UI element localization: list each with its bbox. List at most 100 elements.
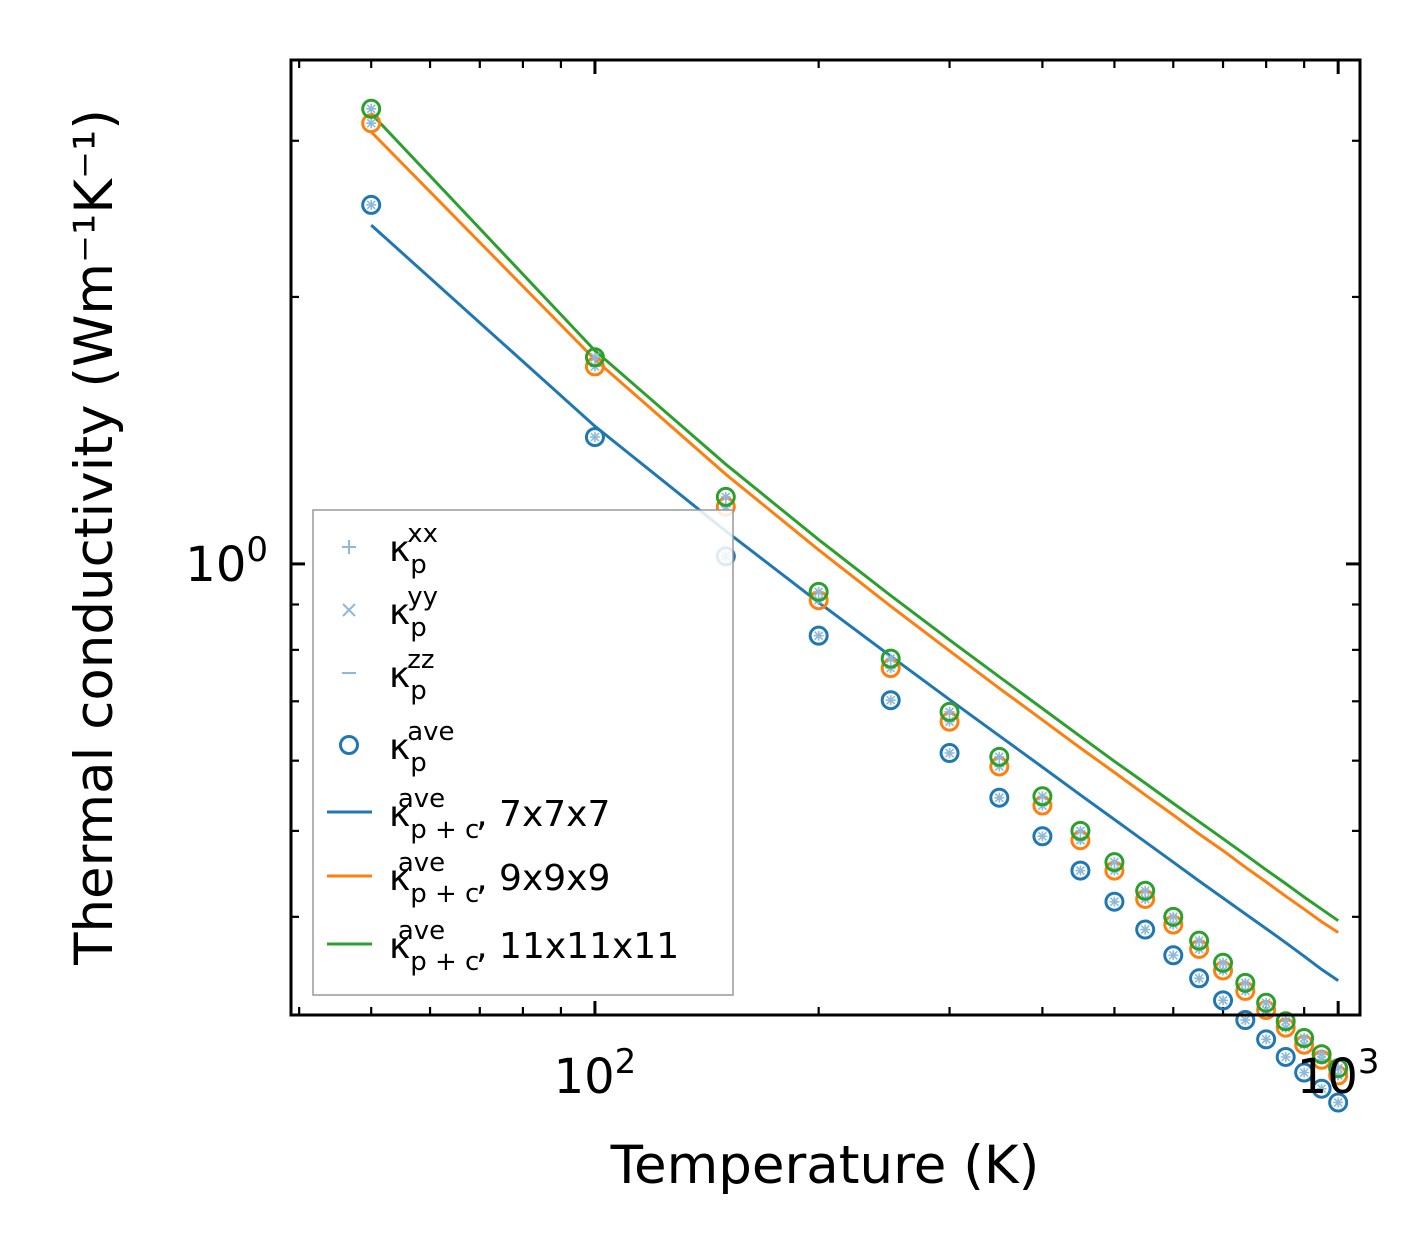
legend-label: κp + cave, 7x7x7	[389, 784, 610, 845]
kyy-marker-2	[1140, 924, 1150, 935]
data-point-7x7x7	[808, 625, 829, 646]
kave-marker	[1135, 919, 1156, 940]
kave-marker	[1032, 786, 1053, 807]
kyy-marker-2	[1333, 1063, 1343, 1073]
kave-marker	[808, 625, 829, 646]
kyy-marker-2	[1140, 886, 1150, 896]
kave-marker	[1070, 820, 1091, 841]
data-point-11x11x11	[1275, 1011, 1296, 1032]
kave-marker	[1328, 1058, 1349, 1079]
kyy-marker-2	[886, 654, 896, 664]
kyy-marker-2	[886, 695, 896, 705]
kyy-marker-2	[1194, 936, 1204, 946]
kave-marker	[1235, 972, 1256, 993]
kave-marker	[1213, 990, 1234, 1011]
data-point-11x11x11	[584, 347, 605, 368]
kyy-marker-2	[1261, 998, 1271, 1008]
kave-marker	[1235, 1010, 1256, 1031]
data-point-11x11x11	[880, 648, 901, 669]
data-point-11x11x11	[939, 701, 960, 722]
kave-marker	[1311, 1044, 1332, 1065]
legend-label: κp + cave, 11x11x11	[389, 916, 679, 977]
data-point-11x11x11	[1070, 820, 1091, 841]
kave-marker	[1135, 880, 1156, 901]
data-point-7x7x7	[1163, 945, 1184, 966]
kyy-marker-2	[1240, 1015, 1250, 1025]
legend-entry: κp + cave, 7x7x7	[327, 784, 610, 845]
data-point-7x7x7	[1135, 919, 1156, 940]
kyy-marker-2	[366, 200, 376, 210]
line-series-9x9x9	[370, 130, 1340, 934]
data-point-11x11x11	[808, 581, 829, 602]
kyy-marker-2	[994, 793, 1004, 803]
kave-marker	[1104, 852, 1125, 873]
kave-marker	[1256, 992, 1277, 1013]
kyy-marker-2	[1109, 857, 1119, 867]
kave-marker	[1294, 1028, 1315, 1049]
kave-marker	[1189, 930, 1210, 951]
kave-marker	[880, 648, 901, 669]
data-point-11x11x11	[1294, 1028, 1315, 1049]
legend-label: κpzz	[389, 645, 435, 706]
legend-cross-icon-2	[342, 603, 356, 617]
data-point-11x11x11	[1256, 992, 1277, 1013]
kyy-marker-2	[944, 748, 955, 758]
x-tick-label: 102	[554, 1042, 637, 1105]
kave-marker	[361, 113, 382, 134]
data-point-11x11x11	[361, 98, 382, 119]
data-point-7x7x7	[584, 427, 605, 448]
legend-label: κp + cave, 9x9x9	[389, 848, 610, 909]
kave-marker	[1311, 1078, 1332, 1099]
plot-frame	[289, 58, 1362, 1017]
legend-entry: κpzz	[342, 645, 435, 706]
y-tick-label: 100	[185, 530, 268, 593]
data-point-9x9x9	[361, 113, 382, 134]
kyy-marker-2	[1240, 978, 1250, 988]
kyy-marker-2	[1261, 1034, 1271, 1044]
data-point-7x7x7	[1328, 1092, 1349, 1113]
kyy-marker-2	[366, 104, 376, 114]
kyy-marker-2	[1281, 1016, 1291, 1026]
kyy-marker-2	[1299, 1067, 1309, 1078]
kave-marker	[1163, 945, 1184, 966]
kyy-marker-2	[814, 631, 824, 641]
x-axis-label: Temperature (K)	[610, 1135, 1040, 1196]
kyy-marker-2	[1218, 958, 1228, 968]
data-point-7x7x7	[1235, 1010, 1256, 1031]
kave-marker	[584, 427, 605, 448]
legend-entry: κpxx	[342, 519, 438, 580]
kave-marker	[939, 743, 960, 764]
data-point-11x11x11	[989, 746, 1010, 767]
kave-marker	[939, 701, 960, 722]
legend-box	[312, 509, 734, 996]
legend-entry: κpyy	[342, 582, 438, 643]
kave-marker	[1213, 952, 1234, 973]
kave-marker	[361, 194, 382, 215]
kave-marker	[989, 746, 1010, 767]
line-series-11x11x11	[370, 112, 1340, 922]
data-point-7x7x7	[1294, 1062, 1315, 1083]
data-point-7x7x7	[1070, 860, 1091, 881]
kave-marker	[989, 787, 1010, 808]
legend-entry: κpave	[339, 717, 455, 778]
data-point-7x7x7	[989, 787, 1010, 808]
legend-label: κpave	[389, 717, 455, 778]
kyy-marker-2	[1037, 791, 1047, 801]
kave-marker	[584, 347, 605, 368]
kyy-marker-2	[1075, 826, 1085, 836]
kyy-marker-2	[814, 587, 824, 597]
kyy-marker-2	[1168, 912, 1178, 922]
data-point-11x11x11	[715, 486, 736, 507]
data-point-7x7x7	[1213, 990, 1234, 1011]
kave-marker	[1294, 1062, 1315, 1083]
kave-marker	[808, 581, 829, 602]
kyy-marker-2	[1218, 995, 1228, 1005]
kave-marker	[1275, 1011, 1296, 1032]
data-point-7x7x7	[1311, 1078, 1332, 1099]
kyy-marker-2	[1299, 1033, 1309, 1043]
kave-marker	[1070, 860, 1091, 881]
kyy-marker-2	[1075, 866, 1085, 876]
legend-entry: κp + cave, 11x11x11	[327, 916, 679, 977]
